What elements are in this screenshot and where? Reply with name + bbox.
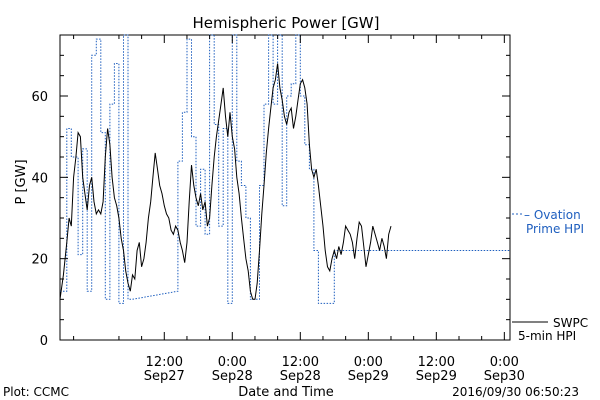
plot-frame [59, 34, 511, 341]
series-layer [59, 34, 510, 304]
x-tick-time: 0:00 [218, 355, 247, 370]
legend-swpc-line1: SWPC [553, 316, 588, 330]
legend-ovation-line1: – Ovation [524, 208, 581, 222]
chart-title: Hemispheric Power [GW] [193, 14, 380, 32]
y-tick-label: 60 [31, 90, 48, 105]
x-tick-time: 12:00 [146, 355, 183, 370]
legend-ovation-line2: Prime HPI [526, 222, 584, 236]
x-tick-date: Sep30 [484, 369, 525, 384]
legend-swpc-line2: 5-min HPI [518, 329, 576, 343]
x-tick-date: Sep29 [348, 369, 389, 384]
y-tick-label: 0 [40, 334, 48, 349]
y-axis: 0 20 40 60 [31, 54, 510, 349]
series-ovation-line [60, 34, 510, 304]
x-tick-time: 0:00 [354, 355, 383, 370]
x-tick-time: 12:00 [418, 355, 455, 370]
legend: – Ovation Prime HPI SWPC 5-min HPI [512, 208, 588, 343]
series-swpc-line [59, 63, 392, 300]
x-tick-date: Sep27 [144, 369, 185, 384]
footer-plot-source: Plot: CCMC [3, 385, 69, 399]
x-tick-date: Sep28 [280, 369, 321, 384]
y-axis-label: P [GW] [14, 159, 29, 204]
x-tick-date: Sep29 [416, 369, 457, 384]
x-tick-time: 12:00 [282, 355, 319, 370]
y-tick-label: 40 [31, 171, 48, 186]
footer-timestamp: 2016/09/30 06:50:23 [452, 385, 579, 399]
x-tick-date: Sep28 [212, 369, 253, 384]
x-axis-label: Date and Time [238, 385, 334, 400]
y-tick-label: 20 [31, 253, 48, 268]
x-axis: 12:00Sep270:00Sep2812:00Sep280:00Sep2912… [73, 35, 525, 384]
x-tick-time: 0:00 [490, 355, 519, 370]
